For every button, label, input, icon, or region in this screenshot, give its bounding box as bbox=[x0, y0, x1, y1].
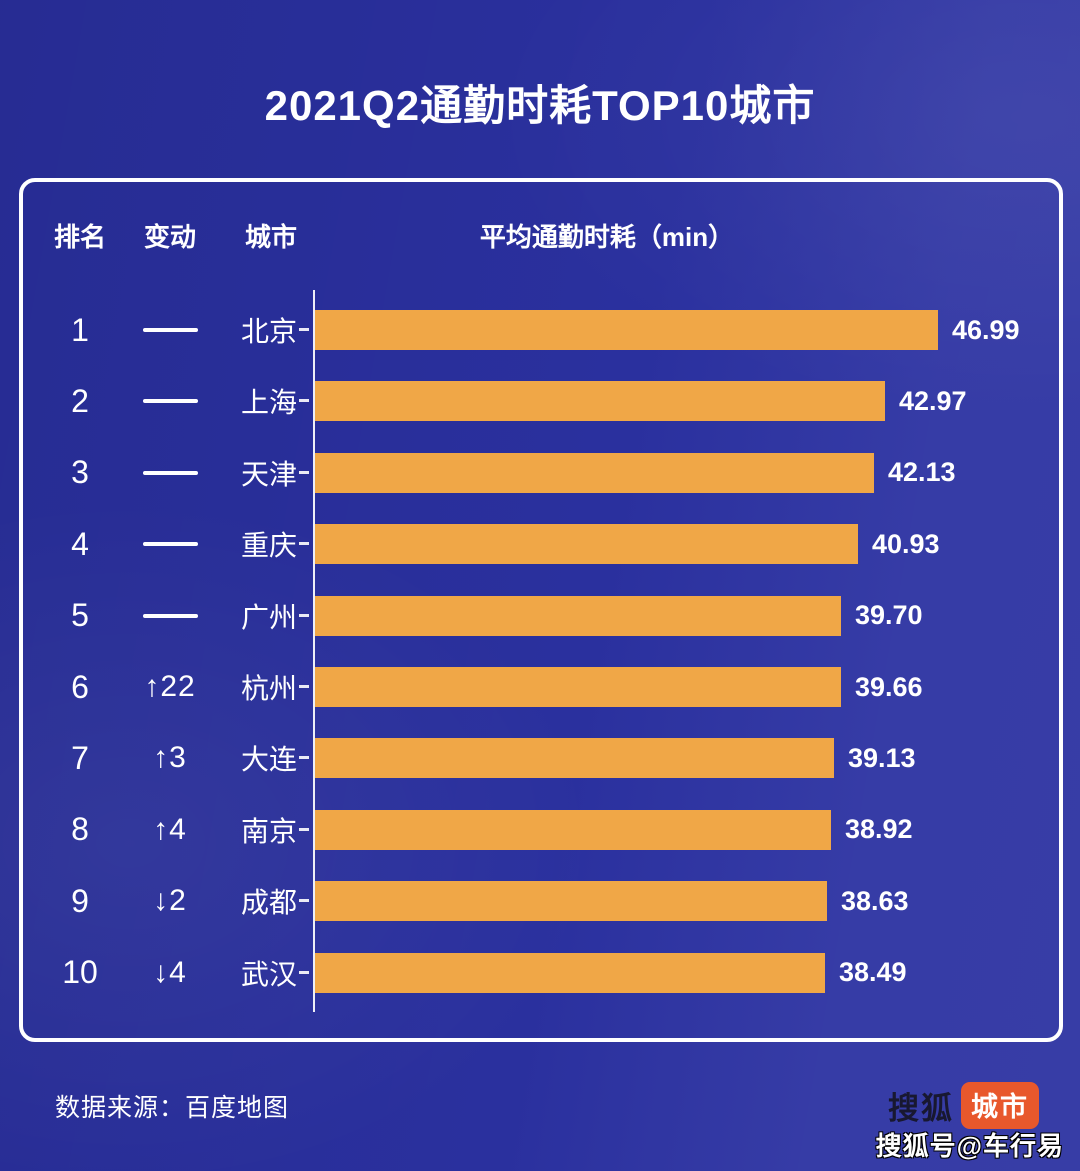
column-header-change: 变动 bbox=[143, 222, 196, 252]
city-label: 北京 bbox=[240, 316, 297, 347]
table-row: 7 ↑3 大连 39.13 bbox=[23, 722, 1059, 794]
rank-change-cell: ↓2 bbox=[153, 884, 187, 918]
axis-tick bbox=[299, 399, 309, 403]
no-change-dash bbox=[110, 437, 230, 509]
rank-change-cell: ↓4 bbox=[153, 955, 187, 989]
value-label: 46.99 bbox=[952, 314, 1020, 345]
no-change-dash bbox=[110, 365, 230, 437]
rank-cell: 6 bbox=[71, 668, 89, 705]
y-axis-line bbox=[313, 290, 315, 1012]
value-label: 38.92 bbox=[845, 814, 913, 845]
no-change-dash bbox=[110, 580, 230, 652]
rank-cell: 8 bbox=[71, 811, 89, 848]
no-change-dash bbox=[110, 508, 230, 580]
city-label: 南京 bbox=[240, 815, 297, 847]
column-header-value: 平均通勤时耗（min） bbox=[479, 222, 735, 252]
axis-tick bbox=[299, 756, 309, 760]
rank-change-cell: ↑3 bbox=[153, 741, 187, 775]
rank-cell: 3 bbox=[71, 454, 89, 491]
rank-cell: 10 bbox=[62, 954, 98, 991]
value-label: 39.70 bbox=[855, 600, 923, 631]
sohu-logo-badge: 城市 bbox=[961, 1082, 1039, 1129]
city-label: 武汉 bbox=[240, 958, 297, 990]
value-bar bbox=[315, 524, 858, 565]
table-row: 8 ↑4 南京 38.92 bbox=[23, 794, 1059, 866]
city-label: 大连 bbox=[240, 744, 297, 776]
chart-panel: 排名 变动 城市 平均通勤时耗（min） 1 北京 46.99 2 上海 42.97 3 天津… bbox=[19, 178, 1063, 1042]
city-label: 重庆 bbox=[240, 530, 297, 562]
rank-cell: 2 bbox=[71, 382, 89, 419]
value-label: 39.13 bbox=[848, 742, 916, 773]
value-label: 40.93 bbox=[872, 528, 940, 559]
value-label: 42.13 bbox=[888, 457, 956, 488]
city-label: 上海 bbox=[240, 387, 297, 419]
value-bar bbox=[315, 595, 841, 636]
page-title: 2021Q2通勤时耗TOP10城市 bbox=[264, 82, 816, 129]
column-header-rank: 排名 bbox=[53, 222, 106, 252]
rank-cell: 4 bbox=[71, 525, 89, 562]
rank-change-cell: ↑22 bbox=[144, 670, 196, 703]
watermark-text: 搜狐号@车行易 bbox=[875, 1131, 1064, 1161]
sohu-logo-text: 搜狐 bbox=[888, 1091, 954, 1126]
dash-icon bbox=[142, 470, 198, 475]
axis-tick bbox=[299, 899, 309, 903]
column-header-city: 城市 bbox=[244, 222, 297, 252]
table-row: 9 ↓2 成都 38.63 bbox=[23, 865, 1059, 937]
table-row: 3 天津 42.13 bbox=[23, 437, 1059, 509]
dash-icon bbox=[142, 613, 198, 618]
axis-tick bbox=[299, 685, 309, 688]
axis-tick bbox=[299, 613, 309, 617]
value-label: 39.66 bbox=[855, 671, 923, 702]
rank-cell: 9 bbox=[71, 882, 89, 919]
dash-icon bbox=[142, 328, 198, 332]
value-bar bbox=[315, 452, 874, 493]
city-label: 广州 bbox=[240, 601, 297, 633]
value-label: 38.63 bbox=[841, 885, 909, 916]
axis-tick bbox=[299, 542, 309, 546]
value-bar bbox=[315, 881, 827, 922]
value-bar bbox=[315, 310, 938, 350]
table-row: 4 重庆 40.93 bbox=[23, 508, 1059, 580]
table-row: 6 ↑22 杭州 39.66 bbox=[23, 651, 1059, 723]
value-bar bbox=[315, 667, 841, 707]
table-row: 1 北京 46.99 bbox=[23, 294, 1059, 366]
rank-cell: 5 bbox=[71, 597, 89, 634]
value-label: 38.49 bbox=[839, 957, 907, 988]
table-row: 2 上海 42.97 bbox=[23, 365, 1059, 437]
axis-tick bbox=[299, 970, 309, 974]
no-change-dash bbox=[110, 294, 230, 366]
city-label: 杭州 bbox=[240, 673, 297, 704]
rank-cell: 7 bbox=[71, 739, 89, 776]
rank-cell: 1 bbox=[71, 311, 89, 348]
axis-tick bbox=[299, 470, 309, 474]
dash-icon bbox=[142, 542, 198, 547]
dash-icon bbox=[142, 399, 198, 404]
value-bar bbox=[315, 809, 831, 850]
city-label: 天津 bbox=[240, 458, 297, 490]
table-row: 10 ↓4 武汉 38.49 bbox=[23, 937, 1059, 1009]
table-row: 5 广州 39.70 bbox=[23, 580, 1059, 652]
axis-tick bbox=[299, 827, 309, 831]
value-label: 42.97 bbox=[899, 385, 967, 416]
sohu-city-logo: 搜狐 城市 bbox=[888, 1082, 1039, 1129]
city-label: 成都 bbox=[240, 887, 297, 919]
value-bar bbox=[315, 952, 825, 993]
value-bar bbox=[315, 738, 834, 779]
data-source-note: 数据来源：百度地图 bbox=[55, 1094, 290, 1122]
axis-tick bbox=[299, 328, 309, 331]
rank-change-cell: ↑4 bbox=[153, 812, 187, 846]
value-bar bbox=[315, 381, 885, 422]
